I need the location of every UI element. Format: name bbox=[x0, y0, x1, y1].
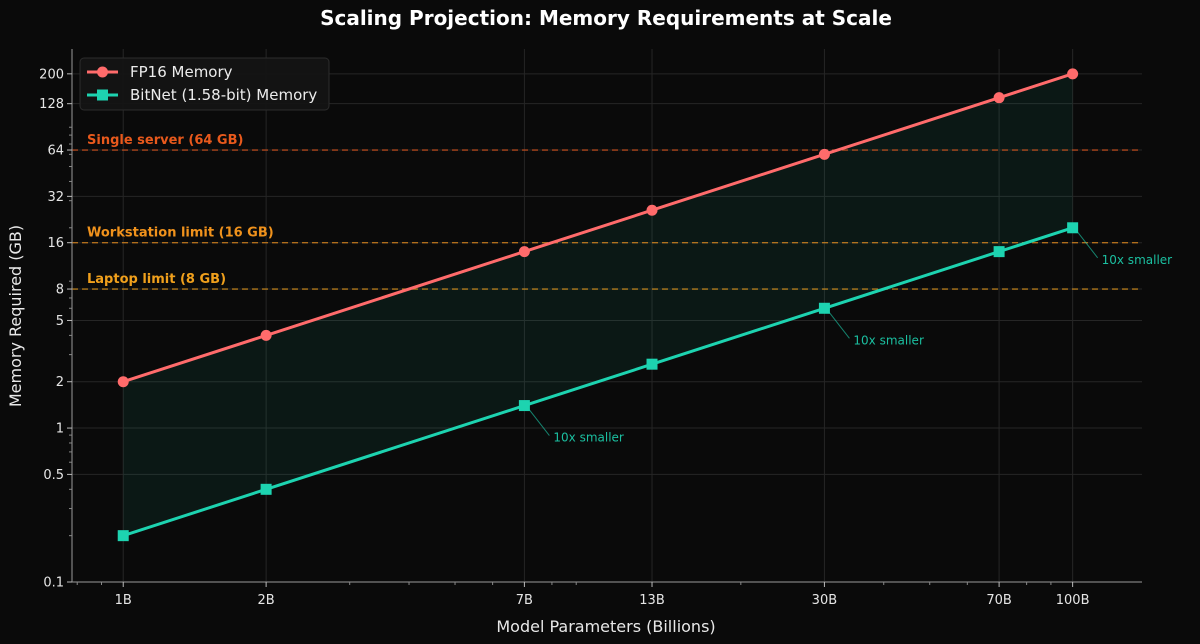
data-point bbox=[1067, 68, 1079, 80]
y-tick-label: 5 bbox=[56, 314, 64, 329]
annotation-text: 10x smaller bbox=[553, 431, 624, 445]
data-point bbox=[818, 148, 830, 160]
legend-swatch-marker bbox=[97, 89, 108, 101]
x-tick-label: 2B bbox=[258, 593, 275, 608]
data-point bbox=[818, 302, 830, 314]
y-tick-label: 32 bbox=[47, 190, 64, 205]
axes: 1B 2B 7B 13B 30B 70B 100B 0.1 0.5 1 2 5 8 16 32 64 128 20… bbox=[39, 49, 1142, 608]
y-tick-label: 200 bbox=[39, 67, 64, 82]
data-point bbox=[993, 92, 1005, 104]
annotation-leader-line bbox=[828, 310, 850, 339]
x-axis-label: Model Parameters (Billions) bbox=[496, 617, 715, 636]
annotation-text: 10x smaller bbox=[853, 333, 924, 347]
data-point bbox=[646, 204, 658, 216]
chart-title: Scaling Projection: Memory Requirements … bbox=[320, 6, 892, 30]
y-axis-label: Memory Required (GB) bbox=[6, 225, 25, 407]
data-point bbox=[518, 246, 530, 258]
data-point bbox=[260, 329, 272, 341]
y-tick-label: 64 bbox=[47, 144, 64, 159]
data-point bbox=[260, 483, 272, 495]
data-point bbox=[518, 400, 530, 412]
data-point bbox=[117, 530, 129, 542]
data-point bbox=[117, 376, 129, 388]
y-tick-label: 16 bbox=[47, 236, 64, 251]
x-tick-label: 7B bbox=[516, 593, 533, 608]
y-tick-label: 128 bbox=[39, 97, 64, 112]
x-tick-label: 1B bbox=[115, 593, 132, 608]
data-point bbox=[646, 358, 658, 370]
data-point bbox=[993, 246, 1005, 258]
reference-line-label: Workstation limit (16 GB) bbox=[87, 226, 274, 241]
series-layer bbox=[117, 68, 1079, 542]
x-tick-label: 13B bbox=[639, 593, 664, 608]
x-tick-label: 30B bbox=[812, 593, 837, 608]
y-tick-label: 2 bbox=[56, 375, 64, 390]
x-tick-label: 100B bbox=[1056, 593, 1090, 608]
annotation-leader-line bbox=[1076, 230, 1099, 259]
legend: FP16 Memory BitNet (1.58-bit) Memory bbox=[79, 57, 330, 111]
legend-label: BitNet (1.58-bit) Memory bbox=[130, 86, 317, 104]
y-tick-label: 0.1 bbox=[43, 576, 64, 591]
reference-line-label: Single server (64 GB) bbox=[87, 133, 243, 148]
legend-swatch-marker bbox=[97, 66, 108, 78]
y-tick-label: 1 bbox=[56, 422, 64, 437]
savings-fill-area bbox=[123, 73, 1073, 536]
legend-box bbox=[79, 57, 330, 111]
reference-lines: Single server (64 GB) Workstation limit (… bbox=[72, 133, 1142, 290]
annotation-text: 10x smaller bbox=[1102, 253, 1173, 267]
y-tick-label: 0.5 bbox=[43, 468, 64, 483]
data-point bbox=[1067, 222, 1079, 234]
annotations: 10x smaller 10x smaller 10x smaller bbox=[528, 230, 1173, 445]
y-tick-label: 8 bbox=[56, 283, 64, 298]
legend-label: FP16 Memory bbox=[130, 63, 233, 81]
x-tick-label: 70B bbox=[986, 593, 1011, 608]
annotation-leader-line bbox=[528, 408, 550, 436]
reference-line-label: Laptop limit (8 GB) bbox=[87, 272, 226, 287]
